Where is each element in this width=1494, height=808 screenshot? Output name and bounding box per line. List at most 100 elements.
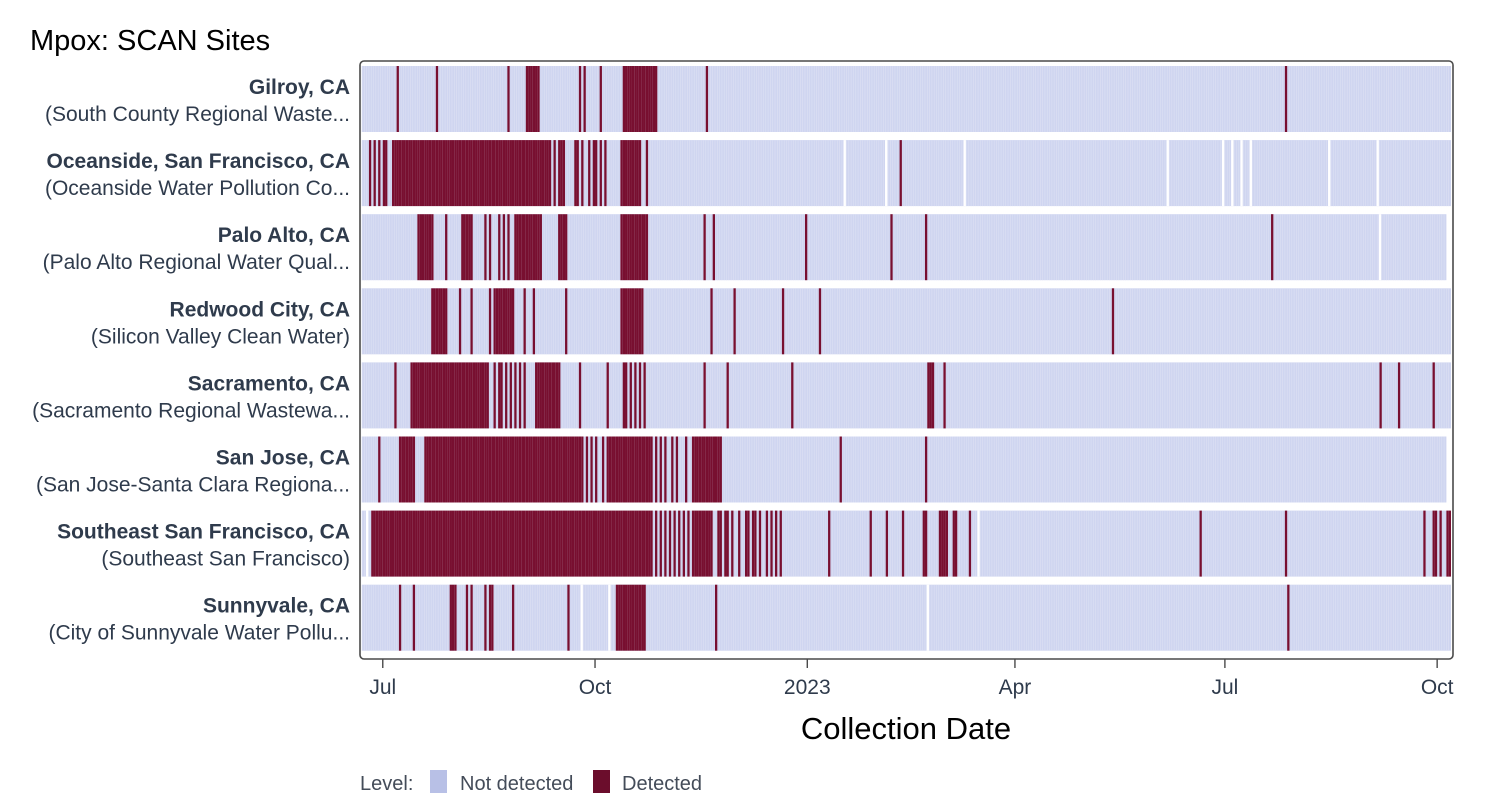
facility-name: (Silicon Valley Clean Water)	[91, 325, 350, 348]
detected-cell	[708, 510, 711, 577]
detected-cell	[438, 288, 441, 355]
detected-cell	[405, 510, 409, 577]
detected-cell	[498, 140, 501, 207]
detected-cell	[724, 510, 727, 577]
detected-cell	[465, 584, 469, 651]
detected-cell	[578, 362, 582, 429]
detected-cell	[493, 436, 496, 503]
detected-cell	[465, 510, 469, 577]
detected-cell	[458, 140, 462, 207]
detected-cell	[523, 214, 526, 281]
detected-cell	[1284, 66, 1288, 132]
detected-cell	[373, 140, 376, 207]
detected-cell	[415, 140, 418, 207]
detected-cell	[521, 436, 524, 503]
detected-cell	[433, 436, 436, 503]
detected-cell	[470, 214, 473, 281]
detected-cell	[475, 510, 478, 577]
detected-cell	[468, 362, 471, 429]
detected-cell	[650, 66, 653, 132]
detected-cell	[664, 436, 667, 503]
detected-cell	[530, 140, 533, 207]
detected-cell	[368, 140, 372, 207]
detected-cell	[431, 288, 434, 355]
detected-cell	[636, 140, 639, 207]
detected-cell	[641, 510, 644, 577]
missing-sample	[1240, 140, 1243, 207]
detected-cell	[532, 436, 536, 503]
detected-cell	[502, 140, 506, 207]
detected-cell	[532, 140, 536, 207]
detected-cell	[401, 140, 404, 207]
detected-cell	[571, 436, 575, 503]
detected-cell	[938, 510, 942, 577]
detected-cell	[588, 140, 591, 207]
detected-cell	[622, 584, 626, 651]
detected-cell	[435, 510, 439, 577]
detected-cell	[625, 362, 628, 429]
detected-cell	[523, 510, 526, 577]
detected-cell	[428, 510, 432, 577]
detected-cell	[495, 288, 499, 355]
detected-cell	[569, 510, 572, 577]
detected-cell	[641, 584, 644, 651]
detected-cell	[710, 510, 713, 577]
row-redwood-city-ca	[361, 288, 1451, 355]
detected-cell	[438, 362, 441, 429]
detected-cell	[484, 362, 487, 429]
row-labels: Gilroy, CA (South County Regional Waste..…	[32, 76, 350, 645]
detected-cell	[553, 510, 556, 577]
detected-cell	[525, 140, 529, 207]
detected-cell	[523, 140, 526, 207]
detected-cell	[505, 510, 508, 577]
detected-cell	[574, 140, 577, 207]
facility-name: (South County Regional Waste...	[45, 103, 350, 126]
detected-cell	[638, 510, 642, 577]
detected-cell	[477, 140, 480, 207]
detected-cell	[645, 214, 649, 281]
detected-cell	[636, 436, 639, 503]
x-tick-label: 2023	[784, 676, 831, 699]
missing-sample	[926, 584, 929, 651]
detected-cell	[1432, 362, 1435, 429]
detected-cell	[705, 66, 709, 132]
detected-cell	[924, 510, 928, 577]
detected-cell	[465, 214, 469, 281]
detected-cell	[668, 510, 672, 577]
detected-cell	[1397, 362, 1401, 429]
detected-cell	[456, 140, 459, 207]
detected-cell	[491, 510, 494, 577]
detected-cell	[458, 510, 462, 577]
detected-cell	[659, 436, 662, 503]
detected-cell	[507, 214, 510, 281]
detected-cell	[839, 436, 842, 503]
detected-cell	[389, 510, 392, 577]
detected-cell	[601, 510, 605, 577]
missing-sample	[1221, 140, 1225, 207]
detected-cell	[412, 140, 416, 207]
detected-cell	[1379, 362, 1382, 429]
detected-cell	[583, 66, 586, 132]
detected-cell	[659, 510, 662, 577]
detected-cell	[378, 140, 381, 207]
detected-cell	[611, 436, 614, 503]
detected-cell	[565, 510, 568, 577]
detected-cell	[382, 140, 386, 207]
detected-cell	[532, 288, 536, 355]
row-southeast-san-francisco-ca	[361, 510, 1451, 577]
detected-cell	[442, 436, 446, 503]
detected-cell	[440, 436, 443, 503]
detected-cell	[518, 510, 522, 577]
detected-cell	[715, 436, 718, 503]
detected-cell	[495, 436, 499, 503]
detected-cell	[712, 436, 715, 503]
detected-cell	[481, 140, 485, 207]
detected-cell	[604, 140, 607, 207]
detected-cell	[454, 510, 457, 577]
detected-cell	[502, 214, 506, 281]
detected-cell	[645, 66, 649, 132]
x-tick-label: Oct	[579, 676, 612, 699]
detected-cell	[678, 510, 681, 577]
site-name: Southeast San Francisco, CA	[57, 521, 350, 544]
missing-sample	[977, 510, 980, 577]
